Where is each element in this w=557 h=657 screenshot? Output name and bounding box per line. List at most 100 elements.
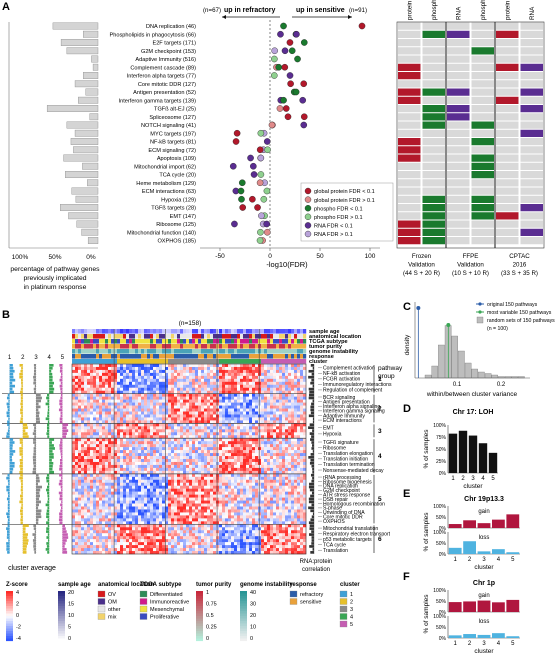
heatmap-cell xyxy=(156,399,160,403)
heatmap-cell xyxy=(168,420,172,424)
heatmap-cell xyxy=(258,447,262,451)
heatmap-cell xyxy=(219,467,223,472)
heatmap-cell xyxy=(282,450,286,454)
heatmap-cell xyxy=(180,372,184,377)
annotation-cell xyxy=(264,354,268,359)
heatmap-cell xyxy=(72,414,76,418)
heatmap-cell xyxy=(99,479,103,483)
heatmap-cell xyxy=(171,506,175,510)
heatmap-cell xyxy=(231,494,235,498)
annotation-cell xyxy=(150,334,154,339)
heatmap-cell xyxy=(213,453,217,457)
annotation-cell xyxy=(87,329,91,334)
annotation-cell xyxy=(90,349,94,354)
heatmap-cell xyxy=(165,450,169,454)
heatmap-cell xyxy=(303,384,307,388)
heatmap-cell xyxy=(249,491,253,495)
heatmap-cell xyxy=(153,366,157,371)
heatmap-cell xyxy=(276,450,280,454)
heatmap-cell xyxy=(222,485,226,489)
heatmap-cell xyxy=(126,485,130,489)
heatmap-cell xyxy=(207,456,211,460)
annotation-cell xyxy=(90,354,94,359)
heatmap-cell xyxy=(90,384,94,388)
heatmap-cell xyxy=(303,375,307,380)
heatmap-cell xyxy=(249,464,253,469)
annotation-cell xyxy=(153,354,157,359)
heatmap-cell xyxy=(252,459,256,463)
heatmap-cell xyxy=(144,369,148,374)
heatmap-cell xyxy=(93,494,97,498)
heatmap-cell xyxy=(234,387,238,391)
heatmap-cell xyxy=(108,390,112,394)
heatmap-cell xyxy=(213,494,217,498)
heatmap-cell xyxy=(291,506,295,510)
annotation-cell xyxy=(288,359,292,364)
heatmap-cell xyxy=(210,432,214,436)
heatmap-cell xyxy=(108,366,112,371)
heatmap-cell xyxy=(201,506,205,510)
heatmap-cell xyxy=(234,485,238,489)
heatmap-cell xyxy=(156,402,160,406)
heatmap-cell xyxy=(132,494,136,498)
heatmap-cell xyxy=(291,461,295,466)
heatmap-cell xyxy=(120,372,124,377)
annotation-cell xyxy=(165,334,169,339)
heatmap-cell xyxy=(258,464,262,469)
heatmap-cell xyxy=(273,364,277,368)
heatmap-cell xyxy=(267,444,271,448)
annotation-cell xyxy=(99,354,103,359)
heatmap-cell xyxy=(264,426,268,430)
annotation-cell xyxy=(171,329,175,334)
heatmap-cell xyxy=(75,509,79,513)
heatmap-cell xyxy=(156,491,160,495)
heatmap-cell xyxy=(132,515,136,519)
heatmap-cell xyxy=(159,509,163,513)
heatmap-cell xyxy=(153,369,157,374)
heatmap-cell xyxy=(132,488,136,492)
heatmap-cell xyxy=(222,441,226,445)
heatmap-cell xyxy=(135,390,139,394)
heatmap-cell xyxy=(111,453,115,457)
heatmap-cell xyxy=(264,441,268,445)
heatmap-cell xyxy=(96,450,100,454)
annotation-cell xyxy=(294,329,298,334)
validation-group-name: CPTAC xyxy=(509,253,530,260)
heatmap-cell xyxy=(264,375,268,380)
annotation-cell xyxy=(249,339,253,344)
heatmap-cell xyxy=(219,488,223,492)
heatmap-cell xyxy=(156,393,160,397)
heatmap-cell xyxy=(144,450,148,454)
heatmap-cell xyxy=(135,402,139,406)
heatmap-cell xyxy=(123,372,127,377)
heatmap-cell xyxy=(78,393,82,397)
heatmap-cell xyxy=(129,435,133,439)
heatmap-cell xyxy=(195,459,199,463)
heatmap-cell xyxy=(267,464,271,469)
heatmap-cell xyxy=(189,369,193,374)
heatmap-cell xyxy=(198,423,202,427)
heatmap-cell xyxy=(294,470,298,475)
annotation-cell xyxy=(189,329,193,334)
heatmap-cell xyxy=(132,384,136,388)
heatmap-cell xyxy=(270,393,274,397)
heatmap-cell xyxy=(288,384,292,388)
heatmap-cell xyxy=(117,396,121,400)
heatmap-cell xyxy=(297,453,301,457)
heatmap-cell xyxy=(99,503,103,507)
heatmap-cell xyxy=(150,408,154,412)
heatmap-cell xyxy=(126,509,130,513)
heatmap-cell xyxy=(135,364,139,368)
heatmap-cell xyxy=(96,408,100,412)
heatmap-cell xyxy=(240,494,244,498)
heatmap-cell xyxy=(300,488,304,492)
annotation-cell xyxy=(291,339,295,344)
annotation-cell xyxy=(75,354,79,359)
heatmap-cell xyxy=(168,429,172,433)
heatmap-cell xyxy=(99,423,103,427)
heatmap-cell xyxy=(159,414,163,418)
annotation-cell xyxy=(237,339,241,344)
heatmap-cell xyxy=(174,372,178,377)
heatmap-cell xyxy=(138,482,142,486)
heatmap-cell xyxy=(96,456,100,460)
